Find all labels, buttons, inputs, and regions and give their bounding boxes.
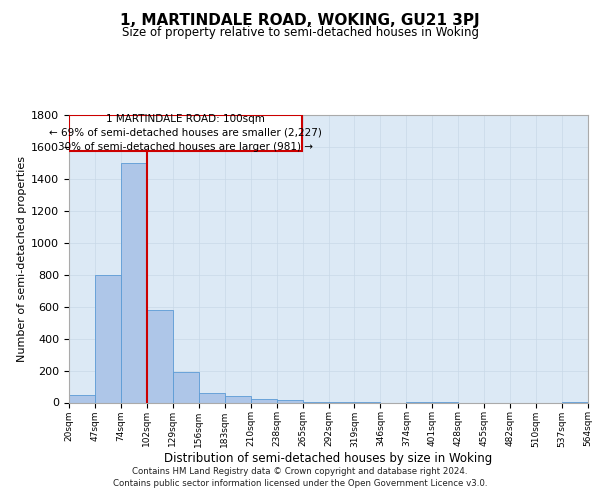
X-axis label: Distribution of semi-detached houses by size in Woking: Distribution of semi-detached houses by … xyxy=(164,452,493,465)
Bar xyxy=(147,310,173,402)
Text: Contains public sector information licensed under the Open Government Licence v3: Contains public sector information licen… xyxy=(113,479,487,488)
Text: 1, MARTINDALE ROAD, WOKING, GU21 3PJ: 1, MARTINDALE ROAD, WOKING, GU21 3PJ xyxy=(120,12,480,28)
Bar xyxy=(173,372,199,402)
Bar xyxy=(121,163,147,402)
Bar xyxy=(277,400,302,402)
Bar xyxy=(251,398,277,402)
Bar xyxy=(95,274,121,402)
Bar xyxy=(224,396,251,402)
FancyBboxPatch shape xyxy=(69,115,302,150)
Text: 1 MARTINDALE ROAD: 100sqm
← 69% of semi-detached houses are smaller (2,227)
30% : 1 MARTINDALE ROAD: 100sqm ← 69% of semi-… xyxy=(49,114,322,152)
Text: Size of property relative to semi-detached houses in Woking: Size of property relative to semi-detach… xyxy=(121,26,479,39)
Bar xyxy=(199,393,224,402)
Text: Contains HM Land Registry data © Crown copyright and database right 2024.: Contains HM Land Registry data © Crown c… xyxy=(132,468,468,476)
Y-axis label: Number of semi-detached properties: Number of semi-detached properties xyxy=(17,156,27,362)
Bar xyxy=(69,394,95,402)
